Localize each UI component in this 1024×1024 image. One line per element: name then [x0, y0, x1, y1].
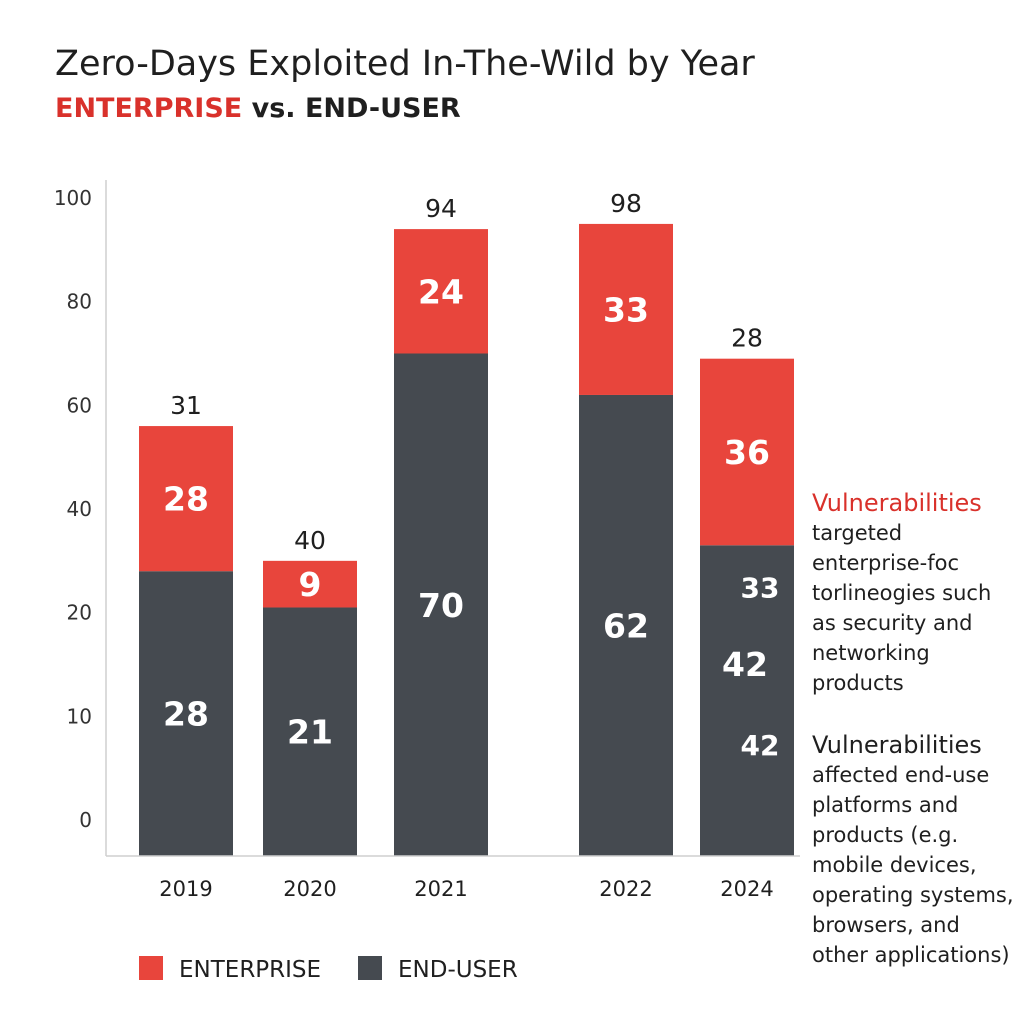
- bar-enterprise: [139, 426, 233, 572]
- bar-end-user: [394, 353, 488, 856]
- enterprise-value-label: 28: [163, 480, 209, 519]
- bar-total-label: 98: [610, 189, 642, 218]
- y-axis: 0 10 20 40 60 80 100: [54, 180, 107, 856]
- x-tick-label: 2024: [720, 877, 773, 901]
- subtitle-rest: vs. END-USER: [242, 93, 461, 124]
- bar-total-label: 28: [731, 324, 763, 353]
- end-user-extra-label: 42: [722, 645, 768, 684]
- enterprise-value-label: 24: [418, 272, 464, 311]
- y-tick-label: 100: [54, 186, 92, 210]
- bar-end-user: [263, 607, 357, 856]
- legend-swatch: [358, 956, 382, 980]
- bar-total-label: 31: [170, 391, 202, 420]
- end-user-extra-label: 42: [741, 729, 780, 762]
- bar-total-label: 40: [294, 526, 326, 555]
- legend: ENTERPRISE END-USER: [139, 956, 518, 983]
- bar-labels: 31 28 28 40 9 21 94 24 70 98 33 62 28 36 33 42 42: [163, 189, 779, 762]
- y-tick-label: 40: [67, 497, 92, 521]
- legend-label: ENTERPRISE: [179, 957, 321, 983]
- bar-end-user: [700, 545, 794, 856]
- end-user-note: Vulnerabilities affected end-use platfor…: [812, 730, 1017, 970]
- bar-end-user: [139, 571, 233, 856]
- bar-enterprise: [700, 358, 794, 546]
- y-tick-label: 60: [67, 393, 92, 417]
- end-user-note-lead: Vulnerabilities: [812, 731, 982, 759]
- y-tick-label: 80: [67, 290, 92, 314]
- chart-title: Zero-Days Exploited In-The-Wild by Year: [55, 44, 755, 84]
- bar-end-user: [579, 394, 673, 856]
- enterprise-value-label: 36: [724, 433, 770, 472]
- enterprise-note: Vulnerabilities targeted enterprise-foc …: [812, 488, 1017, 698]
- chart-subtitle: ENTERPRISE vs. END-USER: [55, 93, 461, 124]
- bar-total-label: 94: [425, 194, 457, 223]
- legend-label: END-USER: [398, 957, 518, 983]
- end-user-value-label: 62: [603, 606, 649, 645]
- bar-enterprise: [394, 229, 488, 354]
- enterprise-value-label: 9: [299, 565, 322, 604]
- subtitle-enterprise: ENTERPRISE: [55, 93, 242, 124]
- bar-enterprise: [263, 560, 357, 608]
- legend-swatch: [139, 956, 163, 980]
- enterprise-note-lead: Vulnerabilities: [812, 489, 982, 517]
- bar-enterprise: [579, 223, 673, 395]
- x-axis: 2019 2020 2021 2022 2024: [106, 855, 800, 901]
- x-tick-label: 2021: [414, 877, 467, 901]
- y-tick-label: 20: [67, 601, 92, 625]
- end-user-value-label: 33: [741, 571, 780, 604]
- y-tick-label: 10: [67, 704, 92, 728]
- enterprise-note-text: targeted enterprise-foc torlineogies suc…: [812, 521, 992, 695]
- end-user-value-label: 70: [418, 586, 464, 625]
- enterprise-value-label: 33: [603, 290, 649, 329]
- x-tick-label: 2022: [599, 877, 652, 901]
- x-tick-label: 2020: [283, 877, 336, 901]
- bars: [139, 223, 794, 856]
- end-user-value-label: 21: [287, 713, 333, 752]
- y-tick-label: 0: [79, 808, 92, 832]
- end-user-value-label: 28: [163, 695, 209, 734]
- x-tick-label: 2019: [159, 877, 212, 901]
- end-user-note-text: affected end-use platforms and products …: [812, 763, 1014, 967]
